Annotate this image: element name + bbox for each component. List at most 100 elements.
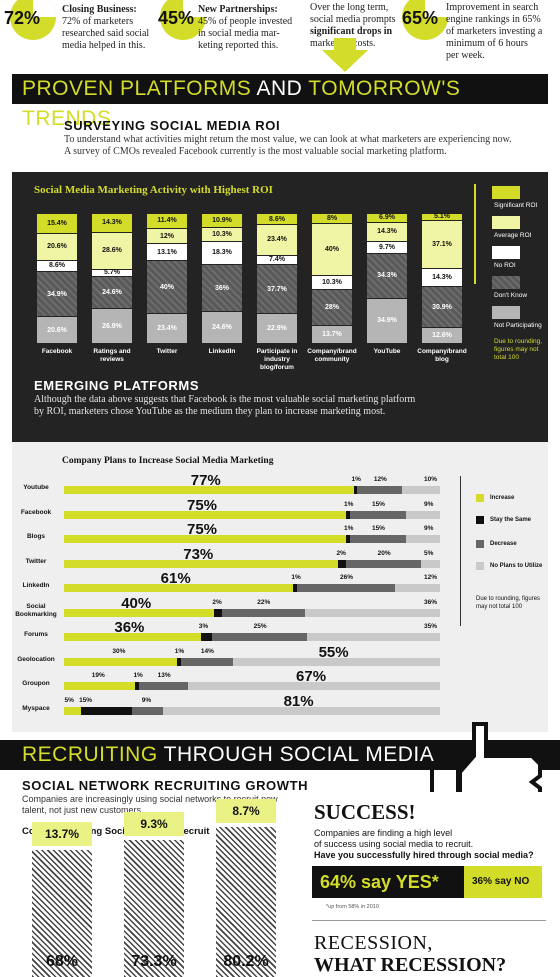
stat-pct-4: 65% [402,8,439,28]
plans-legend-label: Increase [490,495,515,501]
plan-small-label: 12% [373,476,387,483]
plan-small-label: 30% [112,647,126,655]
roi-data-label: 26.9% [102,322,122,330]
plan-bar-segment [402,486,440,494]
legend-label: Don't Know [494,292,528,299]
roi-bar: 10.9% 10.3% 18.3% 36% 24.6% [202,214,242,344]
stat-line: Over the long term, [310,2,389,13]
legend-divider [474,184,476,284]
roi-data-label: 20.6% [47,243,67,251]
roi-bar: 6.9% 14.3% 9.7% 34.3% 34.9% [367,214,407,344]
paragraph-line: To understand what activities might retu… [64,134,512,145]
roi-bar-segment: 10.3% [202,228,242,241]
stat-title-1: Closing Business: [62,4,137,15]
stat-line: media helped in this. [62,40,146,51]
plan-bar-segment [64,608,215,617]
plan-small-label: 15% [79,696,93,704]
plan-bar-segment [349,510,407,519]
roi-bar-segment: 8.6% [37,260,77,271]
roi-bar-segment: 12.6% [422,327,462,343]
plan-bar-segment [163,706,440,715]
success-yes-badge [312,866,464,898]
plan-big-label: 77% [190,472,221,489]
plan-small-label: 1% [344,500,354,508]
stat-circle-4 [402,0,448,40]
roi-data-label: 37.7% [267,285,287,293]
plan-small-label: 14% [200,647,214,655]
success-title: SUCCESS! [314,800,416,824]
stat-line: minimum of 6 hours [446,38,528,49]
plan-bar-segment [297,584,395,592]
plans-legend-swatch [476,540,484,548]
plan-bar-segment [338,559,346,568]
roi-bar: 5.1% 37.1% 14.3% 30.9% 12.6% [422,213,462,344]
plan-bar-segment [357,486,403,494]
roi-data-label: 40% [324,246,339,254]
roi-data-label: 37.1% [432,240,452,248]
recruit-intro: Companies are increasingly using social … [22,794,292,816]
banner-highlight: TOMORROW'S TRENDS [22,77,461,130]
legend-swatch [492,276,520,289]
roi-bar-segment: 5.1% [422,213,462,220]
plan-bar-segment [64,657,177,666]
stat-line: of marketers investing a [446,26,543,37]
roi-x-label: Company/brand blog [417,348,467,363]
paragraph-line: Companies are increasingly using social … [22,794,278,804]
roi-bar-segment: 5.7% [92,269,132,276]
banner-text: AND [251,77,309,100]
legend-swatch [492,306,520,319]
roi-data-label: 18.3% [212,249,232,257]
roi-data-label: 14.3% [102,219,122,227]
legend-swatch [492,186,520,199]
roi-bar-segment: 23.4% [257,225,297,255]
roi-bar-segment: 37.7% [257,265,297,314]
stat-line: Improvement in search [446,2,539,13]
plan-big-label: 40% [121,594,152,612]
plan-row-label: Social Bookmarking [15,602,57,618]
plan-bar-segment [64,486,354,494]
plan-bar-segment [353,486,358,494]
stat-circle-2 [160,0,206,40]
roi-bar-segment: 8.6% [257,214,297,225]
recruit-bar-top: 8.7% [216,799,276,823]
plan-small-label: 19% [91,672,105,679]
plan-bar-segment [180,657,234,666]
roi-bar: 14.3% 28.6% 5.7% 24.6% 26.9% [92,214,132,344]
plan-small-label: 2% [336,549,346,557]
plan-small-label: 9% [424,500,434,508]
plan-bar-segment [346,535,350,543]
stat-line: researched said social [62,28,150,39]
recruit-heading: SOCIAL NETWORK RECRUITING GROWTH [22,778,309,793]
roi-bar-segment: 24.6% [92,277,132,309]
stat-title-2: New Partnerships: [198,4,278,15]
roi-data-label: 15.4% [47,220,67,227]
roi-bar-segment: 28% [312,289,352,326]
legend-label: No ROI [494,262,516,269]
roi-data-label: 20.6% [47,326,67,334]
plans-legend-divider [460,476,461,626]
recruit-data-label: 8.7% [232,804,260,818]
success-footnote: *up from 58% in 2010 [326,904,379,910]
banner-highlight: PROVEN PLATFORMS [22,77,252,100]
plan-small-label: 15% [371,525,385,532]
roi-bar-segment: 28.6% [92,232,132,269]
roi-data-label: 24.6% [102,289,122,297]
stat-line: per week. [446,50,485,61]
roi-bar-segment: 8% [312,214,352,224]
roi-data-label: 9.7% [379,243,395,251]
roi-intro: To understand what activities might retu… [64,134,544,158]
plan-bar-segment [64,682,136,690]
plan-bar-segment [64,510,346,519]
plan-row-label: Facebook [20,508,52,516]
roi-bar-segment: 12% [147,228,187,244]
recruit-bar-bottom: 80.2% [216,827,276,977]
roi-x-label: Participate in industry blog/forum [256,348,298,371]
plan-row-label: Blogs [26,533,46,540]
plans-legend-swatch [476,562,484,570]
roi-bar-segment: 10.9% [202,214,242,228]
roi-bar-segment: 40% [147,261,187,313]
plan-small-label: 9% [141,696,152,704]
roi-bar-segment: 11.4% [147,214,187,228]
roi-bar-segment: 13.7% [312,326,352,343]
plan-big-label: 75% [187,496,218,514]
